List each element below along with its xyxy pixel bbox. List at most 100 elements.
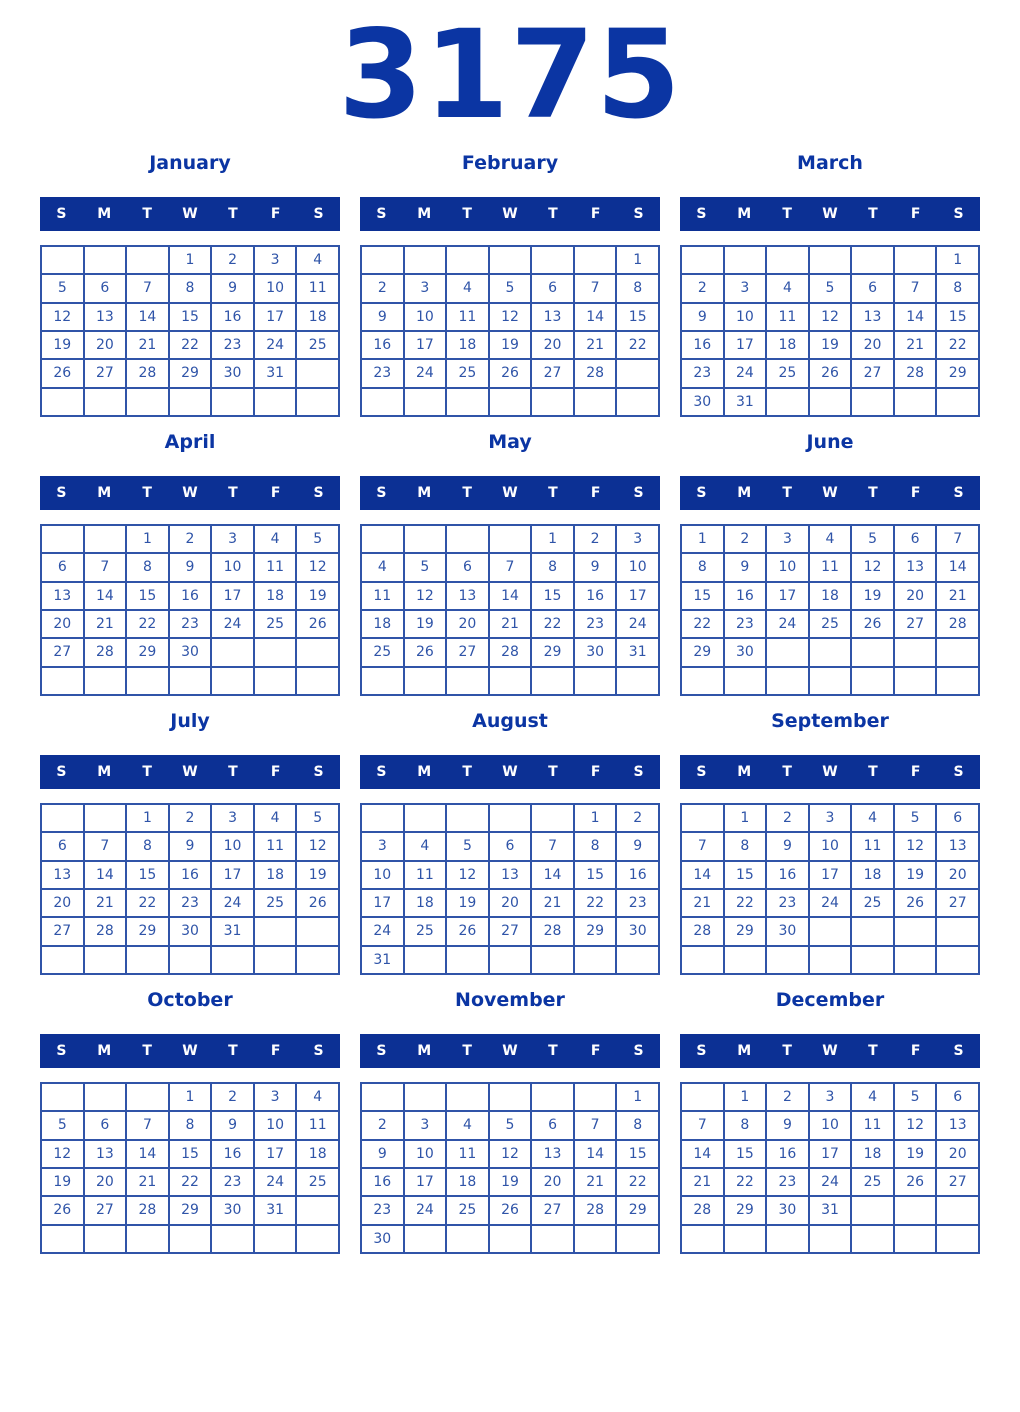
day-cell-empty — [894, 639, 936, 666]
day-cell-empty — [489, 1225, 531, 1252]
day-cell: 18 — [852, 861, 893, 888]
day-cell: 21 — [127, 332, 168, 359]
day-cell: 24 — [254, 1169, 296, 1196]
month-title: September — [771, 710, 889, 732]
weekday-label: F — [590, 485, 601, 501]
day-cell: 9 — [617, 833, 658, 860]
day-cell: 8 — [169, 1112, 211, 1139]
day-cell-empty — [532, 805, 573, 832]
day-cell-empty — [297, 388, 338, 415]
day-cell: 5 — [894, 1084, 936, 1111]
day-cell: 14 — [127, 1140, 168, 1167]
day-cell: 26 — [489, 1197, 531, 1224]
day-cell: 19 — [42, 1169, 83, 1196]
day-cell-empty — [489, 946, 531, 973]
day-cell: 21 — [894, 332, 936, 359]
day-cell-empty — [682, 247, 723, 274]
day-cell-empty — [404, 247, 446, 274]
day-cell-empty — [574, 1225, 616, 1252]
day-cell: 5 — [42, 1112, 83, 1139]
day-cell: 13 — [852, 303, 893, 330]
month-march: March S M T W T F S 1 2 3 4 5 6 7 8 9 10 11 12 13 14 15 16 17 18 1… — [680, 152, 980, 417]
day-cell: 8 — [532, 554, 573, 581]
day-cell: 22 — [617, 1169, 658, 1196]
day-cell: 30 — [767, 918, 808, 945]
day-cell: 23 — [767, 890, 808, 917]
day-cell: 19 — [489, 332, 531, 359]
weekday-label: F — [910, 1043, 921, 1059]
day-cell: 30 — [169, 639, 211, 666]
day-cell: 4 — [447, 1112, 488, 1139]
day-cell: 3 — [809, 1084, 851, 1111]
day-cell-empty — [532, 388, 573, 415]
day-cell: 10 — [404, 1140, 446, 1167]
day-cell: 9 — [574, 554, 616, 581]
day-cell: 23 — [169, 890, 211, 917]
day-cell: 14 — [84, 861, 126, 888]
day-cell: 16 — [169, 861, 211, 888]
day-cell: 20 — [937, 1140, 978, 1167]
day-cell: 1 — [617, 1084, 658, 1111]
day-cell-empty — [724, 667, 766, 694]
day-cell-empty — [84, 247, 126, 274]
day-cell-empty — [809, 639, 851, 666]
day-cell-empty — [937, 1225, 978, 1252]
day-cell: 16 — [574, 582, 616, 609]
day-cell-empty — [724, 1225, 766, 1252]
day-cell: 20 — [532, 332, 573, 359]
day-cell: 3 — [767, 526, 808, 553]
weekday-label: S — [313, 764, 324, 780]
day-cell: 2 — [724, 526, 766, 553]
day-cell-empty — [617, 388, 658, 415]
day-cell: 4 — [254, 805, 296, 832]
day-cell: 8 — [937, 275, 978, 302]
weekday-label: S — [56, 206, 67, 222]
day-cell-empty — [42, 1084, 83, 1111]
day-cell: 27 — [532, 360, 573, 387]
weekday-label: T — [228, 764, 238, 780]
day-cell-empty — [42, 388, 83, 415]
day-cell: 17 — [404, 332, 446, 359]
day-cell: 10 — [212, 554, 253, 581]
day-cell: 26 — [489, 360, 531, 387]
day-cell: 15 — [532, 582, 573, 609]
weekday-label: M — [417, 1043, 432, 1059]
weekday-label: W — [182, 485, 198, 501]
day-cell-empty — [297, 667, 338, 694]
day-cell: 5 — [852, 526, 893, 553]
weekday-label: W — [182, 206, 198, 222]
day-cell: 14 — [937, 554, 978, 581]
day-cell: 27 — [84, 360, 126, 387]
day-cell-empty — [937, 918, 978, 945]
day-cell: 29 — [127, 918, 168, 945]
month-january: January S M T W T F S 1 2 3 4 5 6 7 8 9 10 11 12 13 14 15 16 17 1… — [40, 152, 340, 417]
month-days-grid: 1 2 3 4 5 6 7 8 9 10 11 12 13 14 15 16 17 18 19 20 21 22 23 24 2… — [40, 245, 340, 417]
day-cell: 12 — [489, 303, 531, 330]
day-cell-empty — [852, 247, 893, 274]
day-cell: 4 — [362, 554, 403, 581]
day-cell: 30 — [169, 918, 211, 945]
day-cell-empty — [297, 639, 338, 666]
day-cell: 25 — [362, 639, 403, 666]
day-cell: 22 — [617, 332, 658, 359]
weekday-label: S — [633, 485, 644, 501]
day-cell: 30 — [574, 639, 616, 666]
day-cell-empty — [574, 946, 616, 973]
day-cell-empty — [809, 667, 851, 694]
day-cell: 18 — [362, 611, 403, 638]
day-cell: 16 — [169, 582, 211, 609]
weekday-label: F — [910, 485, 921, 501]
day-cell: 1 — [682, 526, 723, 553]
day-cell-empty — [362, 247, 403, 274]
weekday-label: S — [376, 1043, 387, 1059]
day-cell: 11 — [852, 833, 893, 860]
day-cell: 18 — [297, 303, 338, 330]
day-cell: 12 — [297, 554, 338, 581]
month-february: February S M T W T F S 1 2 3 4 5 6 7 8 9 10 11 12 13 14 15 16 17… — [360, 152, 660, 417]
day-cell-empty — [42, 946, 83, 973]
day-cell: 13 — [894, 554, 936, 581]
